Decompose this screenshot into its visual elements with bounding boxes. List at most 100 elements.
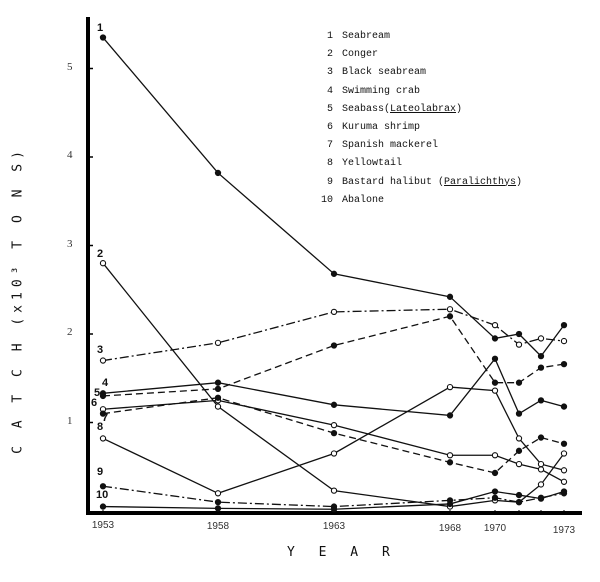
- data-point: [214, 490, 222, 497]
- series-10: [99, 488, 568, 513]
- data-point: [214, 379, 222, 386]
- data-point: [330, 270, 338, 277]
- data-point: [491, 379, 499, 386]
- data-point: [515, 447, 523, 454]
- legend-scientific-name: Paralichthys: [444, 176, 517, 188]
- legend-label: Kuruma shrimp: [342, 122, 421, 134]
- legend-label: Swimming crab: [342, 85, 421, 97]
- data-point: [214, 403, 222, 410]
- series-number-label: 7: [102, 412, 109, 424]
- data-point: [560, 450, 568, 457]
- data-point: [446, 313, 454, 320]
- data-point: [491, 387, 499, 394]
- data-point: [330, 429, 338, 437]
- data-point: [330, 506, 338, 513]
- data-point: [446, 293, 454, 300]
- series-number-label: 10: [96, 489, 109, 501]
- series-number-label: 2: [97, 248, 104, 260]
- legend-number: 4: [326, 85, 333, 97]
- y-tick-label: 3: [67, 237, 73, 250]
- legend-number: 6: [326, 122, 333, 134]
- data-point: [560, 360, 568, 368]
- x-tick-label: 1963: [322, 521, 346, 532]
- data-point: [515, 435, 523, 442]
- legend-label: Abalone: [342, 194, 385, 206]
- data-point: [330, 342, 338, 349]
- series-number-label: 9: [97, 466, 104, 478]
- x-tick-label: 1953: [91, 520, 115, 531]
- legend-label: Spanish mackerel: [342, 140, 439, 152]
- data-point: [99, 435, 107, 442]
- data-point: [99, 34, 107, 41]
- data-point: [537, 335, 545, 342]
- data-point: [446, 383, 454, 391]
- legend-item: 3 Black seabream: [311, 64, 522, 82]
- data-point: [99, 392, 107, 400]
- data-point: [491, 469, 499, 477]
- data-point: [515, 330, 523, 338]
- data-point: [515, 498, 523, 506]
- data-point: [446, 452, 454, 459]
- y-tick-label: 5: [67, 60, 73, 73]
- data-point: [491, 452, 499, 459]
- data-point: [515, 379, 523, 386]
- data-point: [99, 483, 107, 490]
- legend-label-tail: ): [456, 103, 463, 115]
- legend-scientific-name: Lateolabrax: [390, 103, 457, 115]
- data-point: [560, 403, 568, 410]
- data-point: [537, 466, 545, 473]
- legend-label: Black seabream: [342, 67, 427, 79]
- data-point: [446, 306, 454, 313]
- data-point: [491, 488, 499, 495]
- data-point: [99, 357, 107, 364]
- legend-item: 5 Seabass(Lateolabrax): [311, 101, 522, 119]
- legend-item: 7 Spanish mackerel: [311, 137, 522, 155]
- data-point: [214, 385, 222, 393]
- legend: 1 Seabream 2 Conger 3 Black seabream 4 Swimm…: [311, 28, 522, 210]
- legend-item: 1 Seabream: [311, 28, 522, 46]
- x-tick-label: 1968: [438, 523, 462, 534]
- series-number-label: 1: [97, 22, 104, 34]
- data-point: [537, 481, 545, 488]
- data-point: [214, 498, 222, 506]
- y-tick-label: 2: [67, 326, 73, 338]
- data-point: [560, 321, 568, 329]
- y-tick-label: 1: [67, 414, 73, 427]
- series-9: [99, 483, 568, 510]
- legend-item: 8 Yellowtail: [311, 155, 522, 173]
- legend-number: 1: [326, 31, 333, 42]
- legend-number: 5: [326, 103, 333, 115]
- data-point: [330, 308, 338, 316]
- data-point: [491, 355, 499, 362]
- data-point: [537, 495, 545, 502]
- series-number-label: 5: [94, 387, 101, 399]
- legend-number: 2: [326, 49, 333, 61]
- data-point: [99, 410, 107, 417]
- data-point: [515, 460, 523, 468]
- data-point: [560, 337, 568, 345]
- legend-label: Conger: [342, 49, 379, 61]
- series-5: [99, 313, 568, 400]
- data-point: [537, 434, 545, 441]
- data-point: [491, 494, 499, 501]
- legend-number: 9: [326, 176, 333, 188]
- data-point: [446, 412, 454, 419]
- series-8: [99, 383, 568, 497]
- data-point: [214, 339, 222, 346]
- x-tick-label: 1973: [552, 525, 576, 536]
- data-point: [537, 364, 545, 371]
- data-point: [515, 410, 523, 417]
- data-point: [99, 260, 107, 267]
- series-number-label: 8: [97, 421, 104, 433]
- legend-label-tail: ): [516, 176, 523, 188]
- data-point: [537, 397, 545, 404]
- legend-number: 3: [326, 67, 333, 79]
- data-point: [330, 450, 338, 457]
- data-point: [330, 401, 338, 408]
- data-point: [214, 169, 222, 177]
- data-point: [491, 321, 499, 329]
- data-point: [330, 487, 338, 494]
- data-point: [446, 500, 454, 508]
- legend-number: 7: [326, 140, 333, 152]
